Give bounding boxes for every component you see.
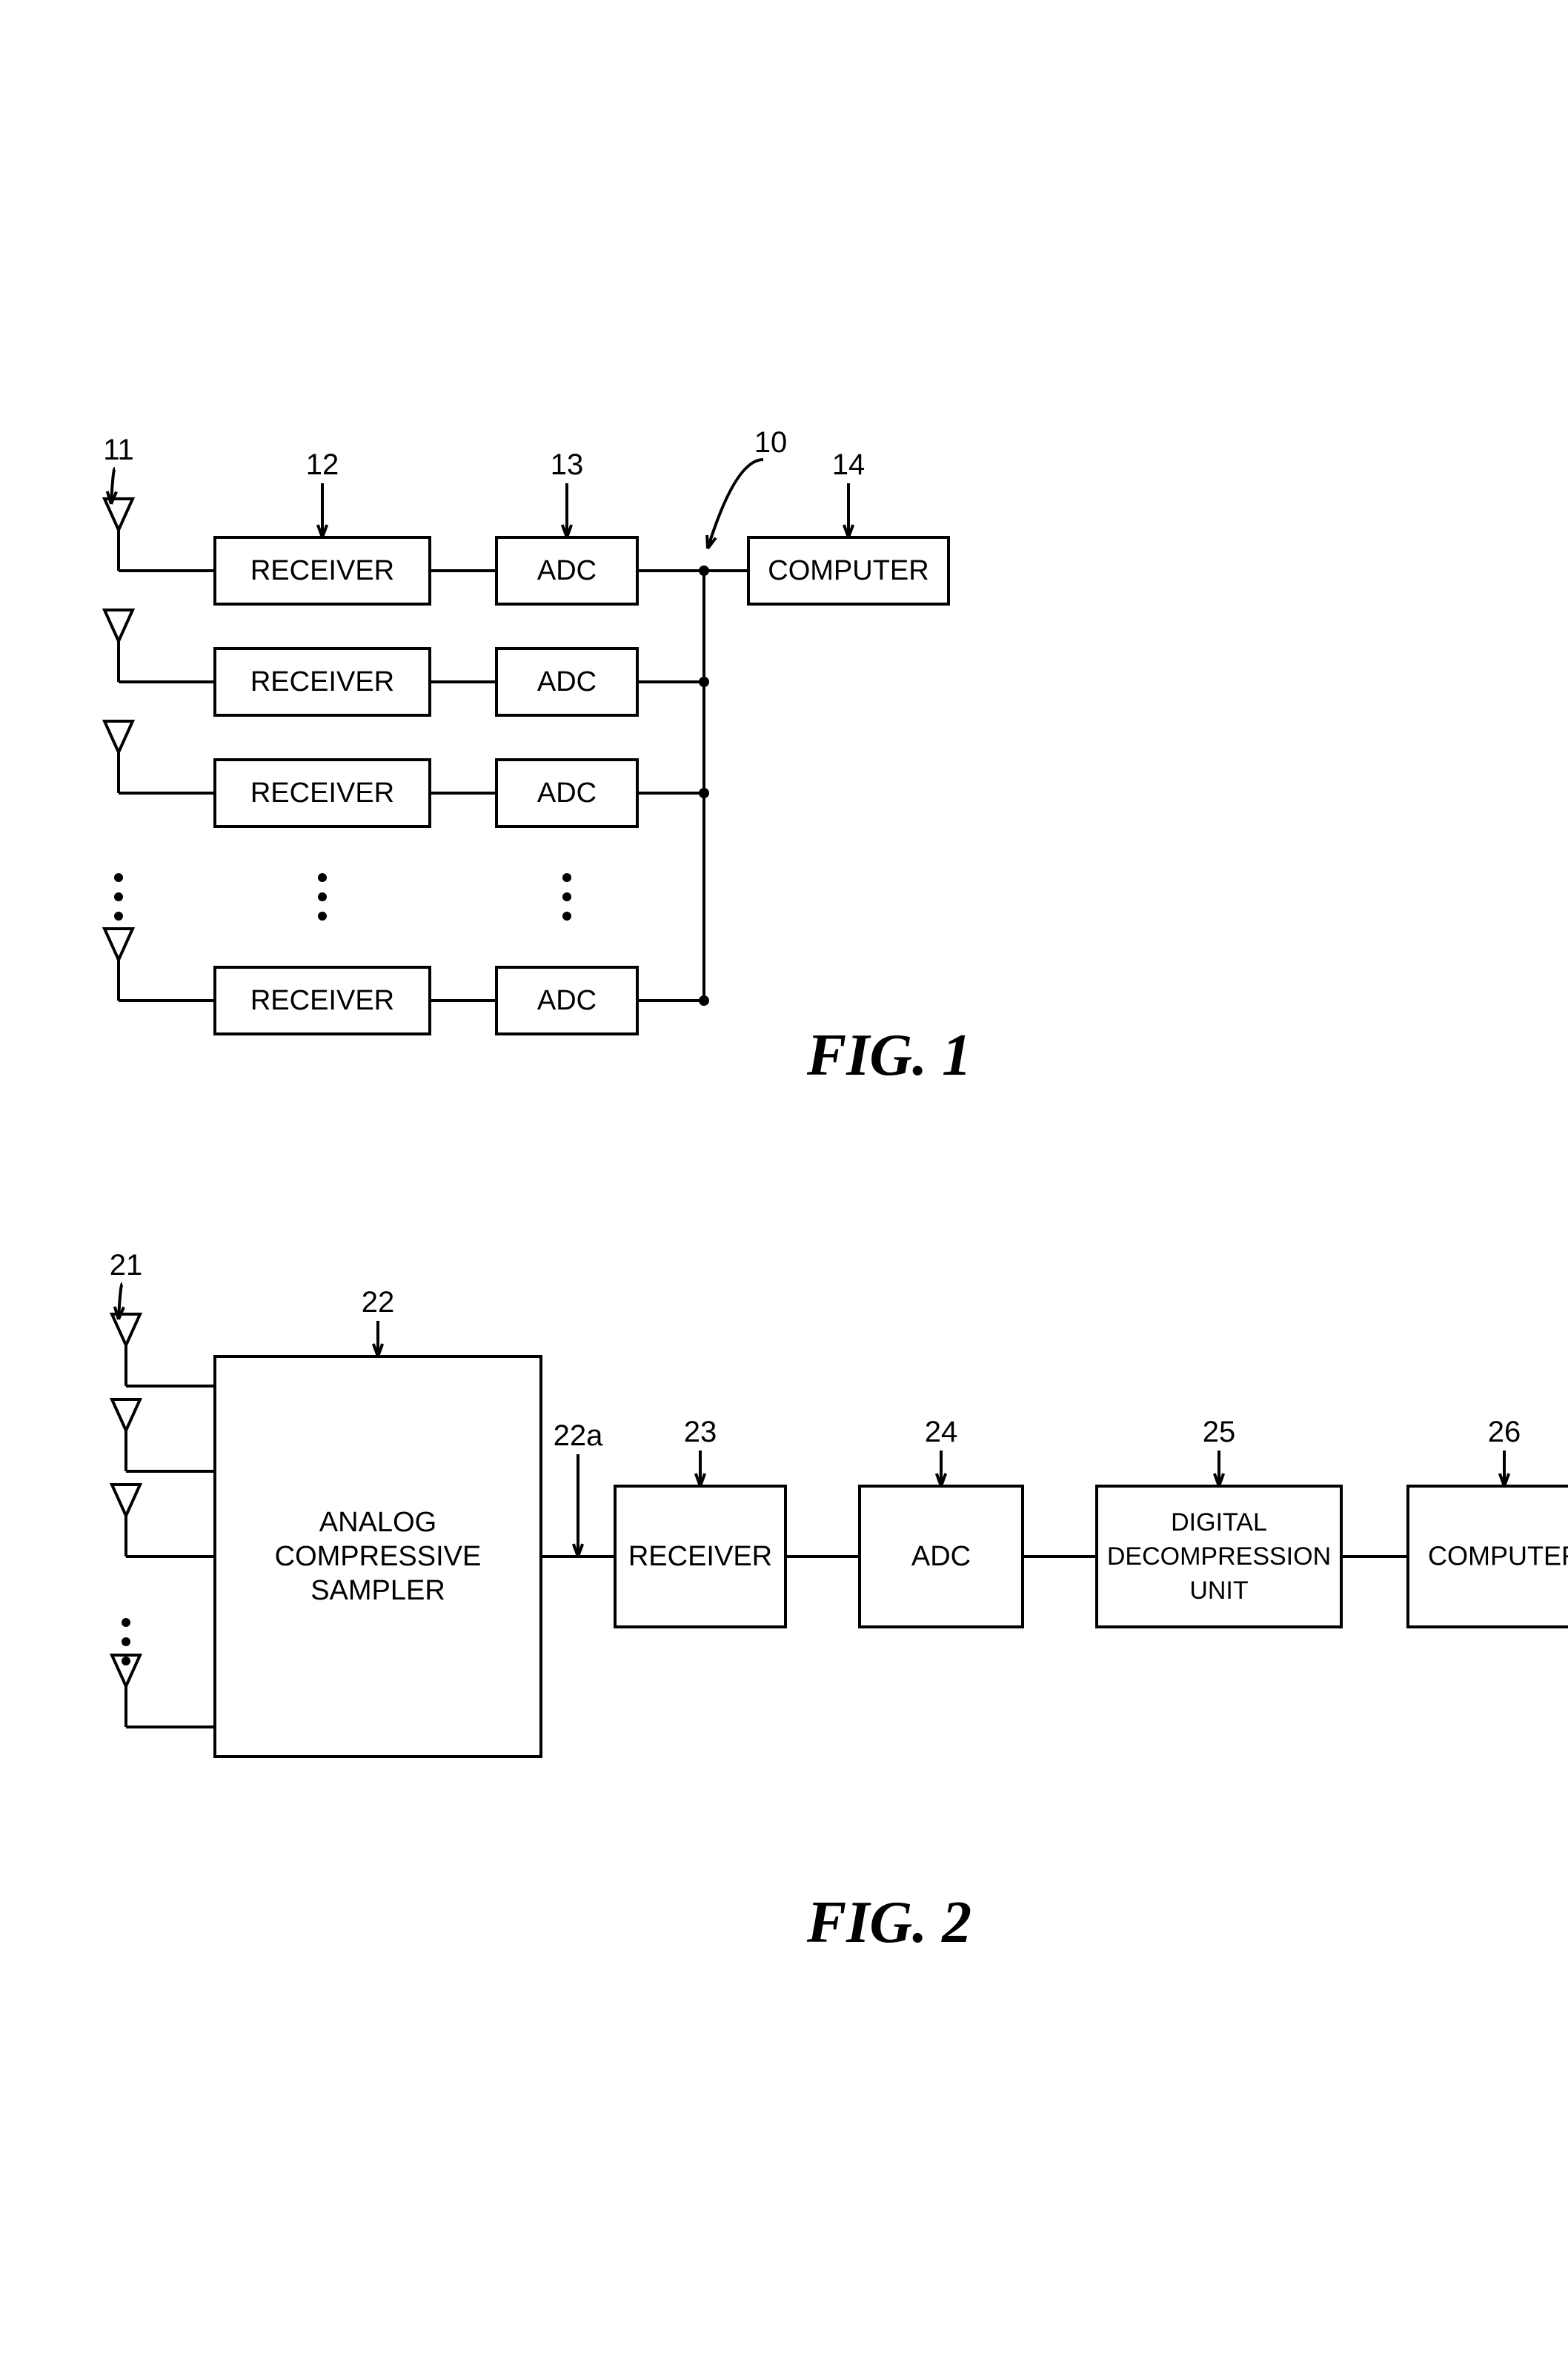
- fig2-sampler-l3: SAMPLER: [310, 1575, 445, 1606]
- fig2-antenna-0: [112, 1314, 140, 1372]
- fig1-antenna-0: [104, 499, 133, 557]
- fig1-leader-12: [318, 483, 327, 537]
- fig1-antenna-3: [104, 929, 133, 987]
- fig2-antenna-1: [112, 1399, 140, 1457]
- junction-dot: [318, 892, 327, 901]
- junction-dot: [122, 1657, 130, 1665]
- fig2-leader-23: [696, 1451, 705, 1486]
- junction-dot: [114, 912, 123, 921]
- junction-dot: [122, 1618, 130, 1627]
- fig2-leader-26: [1500, 1451, 1509, 1486]
- fig1-ref-10: 10: [754, 426, 788, 459]
- fig2-ref-22a: 22a: [554, 1419, 603, 1452]
- fig2-leader-22: [373, 1321, 382, 1356]
- junction-dot: [562, 892, 571, 901]
- fig1-leader-13: [562, 483, 571, 537]
- junction-dot: [562, 873, 571, 882]
- fig2-ref-24: 24: [925, 1416, 958, 1448]
- fig2-ref-26: 26: [1488, 1416, 1521, 1448]
- junction-dot: [122, 1637, 130, 1646]
- fig1-antenna-2: [104, 721, 133, 779]
- diagram-canvas: RECEIVER ADC RECEIVER ADC RECEIVER ADC RECEIVE…: [0, 0, 1568, 2357]
- fig1-adc-label-0: ADC: [537, 555, 597, 586]
- junction-dot: [114, 892, 123, 901]
- fig2-ref-23: 23: [684, 1416, 717, 1448]
- fig2-ref-21: 21: [110, 1249, 143, 1282]
- fig1-adc-label-1: ADC: [537, 666, 597, 697]
- fig1-ref-11: 11: [103, 434, 134, 466]
- fig2-antenna-2: [112, 1485, 140, 1542]
- fig1-adc-label-3: ADC: [537, 985, 597, 1016]
- junction-dot: [318, 873, 327, 882]
- fig1-receiver-label-0: RECEIVER: [250, 555, 394, 586]
- junction-dot: [114, 873, 123, 882]
- fig1-antenna-1: [104, 610, 133, 668]
- junction-dot: [562, 912, 571, 921]
- fig2-sampler-l2: COMPRESSIVE: [275, 1541, 482, 1572]
- fig1-receiver-label-2: RECEIVER: [250, 778, 394, 809]
- fig2-leader-25: [1215, 1451, 1223, 1486]
- fig2-caption: FIG. 2: [806, 1890, 971, 1955]
- fig1-computer-label: COMPUTER: [768, 555, 928, 586]
- fig2-adc-label: ADC: [911, 1541, 971, 1572]
- fig2-computer-label: COMPUTER: [1428, 1541, 1568, 1571]
- fig2-decomp-l1: DIGITAL: [1171, 1508, 1267, 1536]
- fig1-leader-14: [844, 483, 853, 537]
- fig2-ref-22: 22: [362, 1286, 395, 1319]
- fig2-leader-22a: [574, 1454, 582, 1557]
- fig1-receiver-label-3: RECEIVER: [250, 985, 394, 1016]
- fig2-sampler-l1: ANALOG: [319, 1507, 436, 1538]
- fig1-ref-12: 12: [306, 448, 339, 481]
- fig1-leader-10: [707, 460, 763, 548]
- fig2-leader-24: [937, 1451, 946, 1486]
- fig2-ref-25: 25: [1203, 1416, 1236, 1448]
- fig1-caption: FIG. 1: [806, 1023, 971, 1088]
- fig1-ref-14: 14: [832, 448, 866, 481]
- fig1-ref-13: 13: [551, 448, 584, 481]
- junction-dot: [318, 912, 327, 921]
- fig2-leader-21: [115, 1284, 124, 1319]
- fig2-decomp-l2: DECOMPRESSION: [1107, 1542, 1331, 1571]
- fig1-receiver-label-1: RECEIVER: [250, 666, 394, 697]
- fig2-decomp-l3: UNIT: [1189, 1577, 1248, 1605]
- fig1-adc-label-2: ADC: [537, 778, 597, 809]
- fig2-receiver-label: RECEIVER: [628, 1541, 772, 1572]
- fig1-leader-11: [107, 468, 116, 504]
